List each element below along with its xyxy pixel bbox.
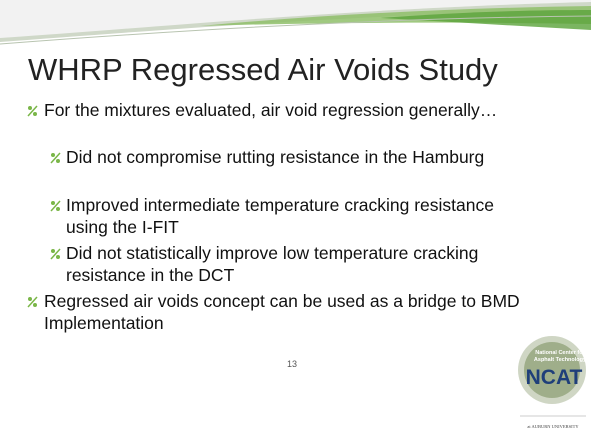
slide-title: WHRP Regressed Air Voids Study — [28, 52, 498, 87]
bullet-marker — [27, 296, 38, 308]
bullet-marker — [50, 200, 61, 212]
bullet-text: Regressed air voids concept can be used … — [44, 291, 520, 333]
logo-name: NCAT — [526, 366, 583, 389]
bullet: Regressed air voids concept can be used … — [27, 290, 544, 334]
sub-bullet: Did not statistically improve low temper… — [50, 242, 506, 286]
bullet-text: Did not compromise rutting resistance in… — [66, 147, 485, 167]
logo-inner — [524, 342, 580, 398]
bullet-text: For the mixtures evaluated, air void reg… — [44, 100, 498, 120]
bullet-marker — [50, 248, 61, 260]
logo-line2: Asphalt Technology — [534, 357, 587, 363]
ncat-logo: National Center for Asphalt Technology N… — [518, 336, 587, 429]
bullet-text: Improved intermediate temperature cracki… — [66, 195, 494, 237]
sub-bullet: Did not compromise rutting resistance in… — [50, 146, 506, 168]
header-decoration — [0, 0, 591, 45]
logo-affiliation: at AUBURN UNIVERSITY — [527, 424, 579, 429]
page-number: 13 — [287, 359, 298, 369]
bullet-marker — [50, 152, 61, 164]
bullet-text: Did not statistically improve low temper… — [66, 243, 479, 285]
sub-bullet: Improved intermediate temperature cracki… — [50, 194, 506, 238]
logo-line1: National Center for — [535, 350, 585, 356]
bullet-marker — [27, 105, 38, 117]
bullet: For the mixtures evaluated, air void reg… — [27, 99, 544, 121]
